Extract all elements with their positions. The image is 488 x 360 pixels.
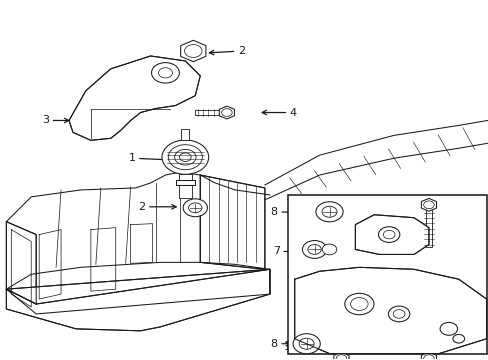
Text: 2: 2 [209, 46, 244, 56]
Text: 1: 1 [128, 153, 171, 163]
Text: 9: 9 [432, 244, 465, 255]
Text: 5: 5 [389, 195, 397, 208]
Circle shape [162, 140, 208, 174]
Polygon shape [294, 267, 486, 354]
Bar [287, 195, 486, 354]
Text: 3: 3 [42, 116, 69, 126]
Bar [425, 335, 431, 347]
Bar [178, 174, 192, 198]
Circle shape [322, 244, 336, 255]
Bar [425, 205, 431, 247]
Text: 11: 11 [283, 342, 325, 352]
Text: 2: 2 [138, 202, 176, 212]
Bar [175, 180, 195, 185]
Circle shape [302, 240, 326, 258]
Text: 8: 8 [270, 339, 290, 349]
Polygon shape [180, 40, 205, 62]
Polygon shape [6, 269, 269, 314]
Bar [195, 111, 226, 115]
Polygon shape [219, 106, 234, 119]
Circle shape [292, 334, 320, 354]
Circle shape [315, 202, 343, 222]
Text: 10: 10 [445, 205, 474, 215]
Polygon shape [200, 175, 264, 269]
Polygon shape [421, 198, 436, 211]
Polygon shape [6, 222, 36, 304]
Text: 7: 7 [272, 247, 300, 256]
Polygon shape [6, 269, 269, 331]
Polygon shape [355, 215, 428, 255]
Circle shape [183, 199, 207, 217]
Text: 8: 8 [270, 207, 303, 217]
Text: 4: 4 [262, 108, 296, 117]
Polygon shape [333, 352, 348, 360]
Bar [181, 129, 189, 140]
Polygon shape [421, 352, 436, 360]
Polygon shape [69, 56, 200, 140]
Text: 6: 6 [447, 342, 473, 352]
Bar [338, 335, 344, 347]
